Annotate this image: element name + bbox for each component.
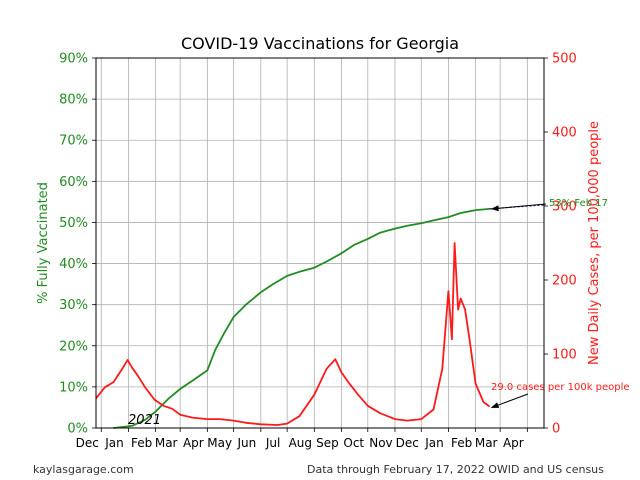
plot-frame — [95, 57, 545, 429]
x-tick-label: Jul — [265, 436, 280, 450]
y2-tick-label: 200 — [552, 274, 577, 289]
x-tick-label: Feb — [451, 436, 472, 450]
axes — [92, 57, 548, 432]
y-tick-label: 20% — [59, 339, 88, 354]
vaccinated-line — [113, 208, 490, 429]
y-tick-label: 30% — [59, 298, 88, 313]
y2-tick-label: 300 — [552, 200, 577, 215]
vaccinated-annotation-arrow — [490, 203, 547, 212]
x-tick-label: Nov — [369, 436, 392, 450]
x-tick-label: Aug — [289, 436, 312, 450]
x-tick-label: Apr — [183, 436, 204, 450]
y-tick-label: 70% — [59, 134, 88, 149]
chart-title: COVID-19 Vaccinations for Georgia — [181, 34, 459, 53]
x-tick-label: Apr — [503, 436, 524, 450]
cases-annotation-arrow — [490, 393, 529, 409]
tick-labels: Dec Jan Feb Mar Apr May Jun Jul Aug Sep Oct Nov Dec J… — [59, 52, 577, 451]
cases-line — [95, 242, 491, 426]
y2-tick-label: 100 — [552, 348, 577, 363]
y-tick-label: 60% — [59, 175, 88, 190]
x-tick-label: Jan — [424, 436, 444, 450]
vaccinated-annotation-label: 53% Feb 17 — [549, 198, 608, 209]
left-axis-label: % Fully Vaccinated — [36, 182, 51, 304]
series-layer — [95, 204, 545, 429]
footer-source: kaylasgarage.com — [33, 463, 134, 476]
x-tick-label: Mar — [155, 436, 178, 450]
x-tick-label: May — [207, 436, 232, 450]
x-tick-label: Jan — [104, 436, 124, 450]
footer-data-note: Data through February 17, 2022 OWID and … — [307, 463, 604, 476]
y2-tick-label: 0 — [552, 422, 560, 437]
x-tick-label: Dec — [396, 436, 419, 450]
year-label: 2021 — [128, 413, 161, 428]
y2-tick-label: 500 — [552, 52, 577, 67]
y-tick-label: 10% — [59, 380, 88, 395]
x-tick-label: Dec — [76, 436, 99, 450]
right-axis-label: New Daily Cases, per 100,000 people — [587, 121, 602, 365]
y-tick-label: 80% — [59, 93, 88, 108]
x-tick-label: Feb — [131, 436, 152, 450]
x-tick-label: Sep — [316, 436, 339, 450]
cases-annotation-label: 29.0 cases per 100k people — [491, 382, 630, 393]
grid — [96, 57, 544, 429]
x-tick-label: Oct — [343, 436, 364, 450]
y2-tick-label: 400 — [552, 126, 577, 141]
y-tick-label: 0% — [67, 422, 88, 437]
y-tick-label: 50% — [59, 216, 88, 231]
y-tick-label: 40% — [59, 257, 88, 272]
y-tick-label: 90% — [59, 52, 88, 67]
annotations: 53% Feb 17 29.0 cases per 100k people — [490, 198, 630, 409]
x-tick-label: Jun — [236, 436, 256, 450]
x-tick-label: Mar — [475, 436, 498, 450]
